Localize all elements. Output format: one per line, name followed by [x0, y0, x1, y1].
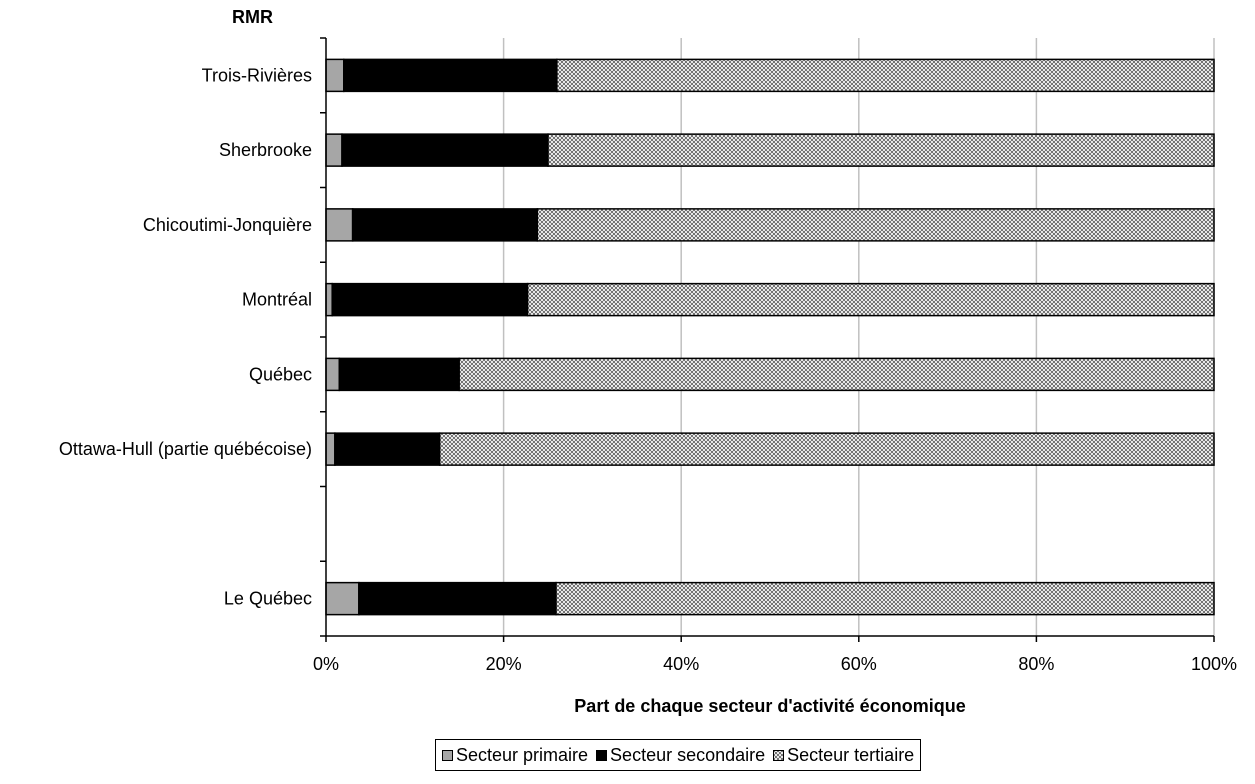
y-tick-label: Montréal: [242, 290, 312, 310]
x-tick-label: 100%: [1191, 654, 1237, 674]
x-tick-label: 0%: [313, 654, 339, 674]
x-tick-label: 60%: [841, 654, 877, 674]
bar-segment: [338, 357, 460, 392]
bar-segment: [556, 58, 1215, 93]
y-axis-title: RMR: [232, 7, 273, 27]
legend-label-secondary: Secteur secondaire: [610, 744, 766, 765]
bar-segment: [358, 581, 557, 616]
bar-segment: [331, 282, 529, 317]
bar-segment: [526, 282, 1215, 317]
bar-segment: [458, 357, 1215, 392]
x-tick-label: 80%: [1018, 654, 1054, 674]
axes: [320, 37, 1215, 642]
y-tick-label: Chicoutimi-Jonquière: [143, 215, 312, 235]
bar-segment: [341, 133, 549, 167]
bar-segment: [536, 208, 1215, 242]
bar-segment: [547, 133, 1215, 167]
bar-segment: [325, 432, 336, 466]
legend-swatch-tertiary: [773, 749, 785, 761]
legend-label-tertiary: Secteur tertiaire: [787, 744, 915, 765]
y-tick-label: Québec: [249, 364, 312, 384]
bar-segment: [325, 133, 343, 167]
legend: Secteur primaire Secteur secondaire Sect…: [435, 739, 922, 771]
y-tick-label: Trois-Rivières: [202, 65, 312, 85]
legend-swatch-secondary: [596, 749, 608, 761]
x-axis-title: Part de chaque secteur d'activité économ…: [574, 696, 965, 716]
bar-segment: [343, 58, 558, 93]
bar-segment: [351, 208, 539, 242]
y-tick-label: Le Québec: [224, 589, 312, 609]
x-tick-label: 20%: [486, 654, 522, 674]
y-tick-label: Ottawa-Hull (partie québécoise): [59, 439, 312, 459]
bar-segment: [325, 208, 354, 242]
legend-item-primary: Secteur primaire: [442, 745, 588, 766]
bar-segment: [438, 432, 1215, 466]
gridlines: [502, 38, 1215, 636]
bar-segment: [325, 581, 360, 616]
y-tick-label: Sherbrooke: [219, 140, 312, 160]
legend-label-primary: Secteur primaire: [456, 744, 589, 765]
bar-segment: [555, 581, 1215, 616]
bar-segment: [325, 357, 341, 392]
legend-swatch-primary: [442, 749, 453, 761]
bar-segment: [325, 58, 345, 93]
bars: [325, 58, 1215, 616]
legend-item-tertiary: Secteur tertiaire: [773, 745, 914, 766]
legend-item-secondary: Secteur secondaire: [596, 745, 765, 766]
labels: 0% 20% 40% 60% 80% 100% Trois-Rivières Sherbroo…: [59, 65, 1237, 674]
bar-segment: [334, 432, 441, 466]
x-tick-label: 40%: [663, 654, 699, 674]
bar-segment: [325, 282, 333, 317]
